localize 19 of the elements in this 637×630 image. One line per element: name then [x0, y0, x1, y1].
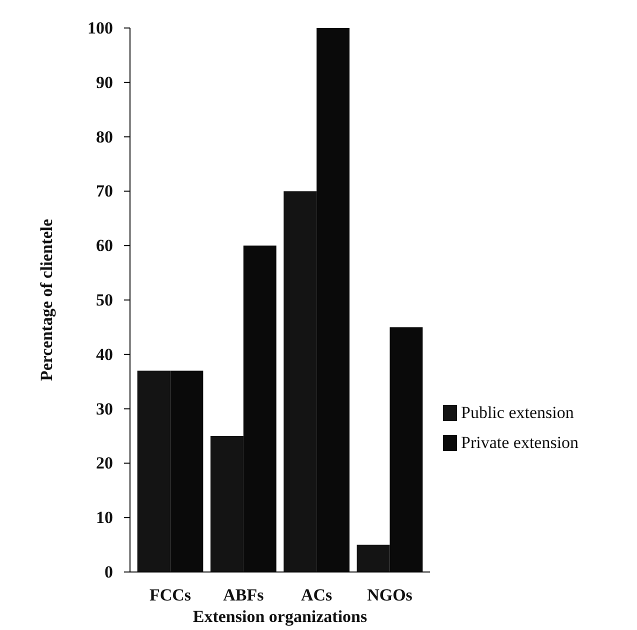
y-axis-title: Percentage of clientele — [37, 218, 56, 382]
y-tick-label: 10 — [96, 508, 113, 528]
x-tick-label: FCCs — [149, 586, 192, 604]
x-tick-label: NGOs — [367, 586, 413, 604]
legend-label: Private extension — [461, 433, 580, 452]
y-tick-label: 50 — [96, 290, 113, 310]
x-tick-label: ACs — [301, 586, 333, 604]
y-tick-label: 60 — [96, 236, 113, 256]
legend-label: Public extension — [461, 403, 574, 422]
y-tick-label: 20 — [96, 454, 113, 473]
y-tick-label: 30 — [96, 399, 113, 418]
y-tick-label: 80 — [96, 127, 113, 146]
y-tick-label: 40 — [96, 344, 113, 364]
y-tick-label: 90 — [96, 72, 113, 92]
x-axis-title: Extension organizations — [192, 607, 368, 626]
x-tick-label: ABFs — [223, 586, 264, 604]
y-tick-label: 0 — [104, 562, 113, 582]
y-tick-label: 70 — [96, 182, 113, 201]
y-tick-label: 100 — [88, 18, 113, 38]
